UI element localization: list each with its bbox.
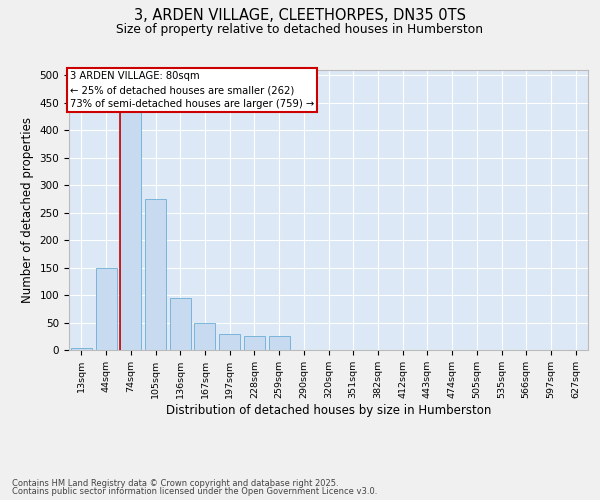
Bar	[244, 336, 265, 350]
Bar	[71, 348, 92, 350]
X-axis label: Distribution of detached houses by size in Humberston: Distribution of detached houses by size …	[166, 404, 491, 416]
Y-axis label: Number of detached properties: Number of detached properties	[21, 117, 34, 303]
Text: 3, ARDEN VILLAGE, CLEETHORPES, DN35 0TS: 3, ARDEN VILLAGE, CLEETHORPES, DN35 0TS	[134, 8, 466, 22]
Bar	[194, 322, 215, 350]
Text: Contains HM Land Registry data © Crown copyright and database right 2025.: Contains HM Land Registry data © Crown c…	[12, 478, 338, 488]
Text: Size of property relative to detached houses in Humberston: Size of property relative to detached ho…	[116, 22, 484, 36]
Bar	[145, 199, 166, 350]
Bar	[219, 334, 240, 350]
Bar	[95, 268, 116, 350]
Bar	[120, 98, 141, 350]
Bar	[170, 298, 191, 350]
Text: Contains public sector information licensed under the Open Government Licence v3: Contains public sector information licen…	[12, 487, 377, 496]
Text: 3 ARDEN VILLAGE: 80sqm
← 25% of detached houses are smaller (262)
73% of semi-de: 3 ARDEN VILLAGE: 80sqm ← 25% of detached…	[70, 71, 314, 109]
Bar	[269, 336, 290, 350]
